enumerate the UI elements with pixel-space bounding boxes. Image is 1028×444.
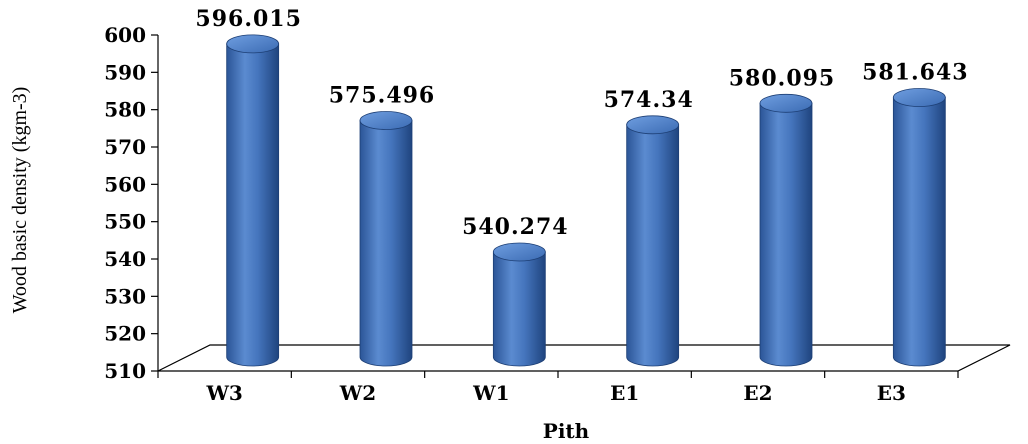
category-label: W2 [339,381,376,405]
y-tick-label: 550 [104,210,146,234]
data-label: 581.643 [862,60,969,86]
data-label: 596.015 [195,6,302,32]
data-label: 575.496 [329,82,436,108]
bar [759,93,813,367]
bar-body [892,97,946,367]
bar-cap [359,111,413,130]
data-labels: 596.015 575.496 540.274 574.34 580.095 581.64… [195,6,969,240]
y-tick-label: 560 [104,172,146,196]
data-label: 580.095 [729,65,836,91]
bar [892,88,946,367]
bar [226,34,280,367]
y-tick-label: 590 [104,60,146,84]
y-tick-label: 510 [104,359,146,383]
category-label: E3 [877,381,906,405]
bar-body [759,102,813,367]
bar [626,115,680,367]
plot-floor [157,344,1011,372]
category-label: W3 [205,381,242,405]
bar [492,242,546,367]
bar [359,111,413,367]
y-ticks: 510 520 530 540 550 560 570 580 590 600 [104,23,158,383]
data-label: 540.274 [462,214,569,240]
bar-body [226,43,280,367]
bar-cap [226,34,280,54]
bars [226,34,946,367]
x-axis [157,371,959,378]
bar-body [359,120,413,367]
category-label: W1 [472,381,509,405]
y-tick-label: 580 [104,98,146,122]
y-axis-title: Wood basic density (kgm-3) [9,87,31,314]
y-tick-label: 540 [104,247,146,271]
category-labels: W3 W2 W1 E1 E2 E3 [205,381,905,405]
bar-cap [492,242,546,262]
y-tick-label: 530 [104,284,146,308]
bar-body [626,124,680,367]
bar-cap [626,115,680,135]
x-ticks [157,371,959,378]
bar-cap [892,88,946,107]
y-tick-label: 570 [104,135,146,159]
x-axis-title: Pith [543,419,590,443]
y-axis: 510 520 530 540 550 560 570 580 590 600 [104,23,159,383]
category-label: E1 [610,381,639,405]
bar-cap [759,93,813,113]
data-label: 574.34 [604,87,694,113]
y-tick-label: 520 [104,322,146,346]
bar-body [492,251,546,367]
y-tick-label: 600 [104,23,146,47]
category-label: E2 [743,381,772,405]
